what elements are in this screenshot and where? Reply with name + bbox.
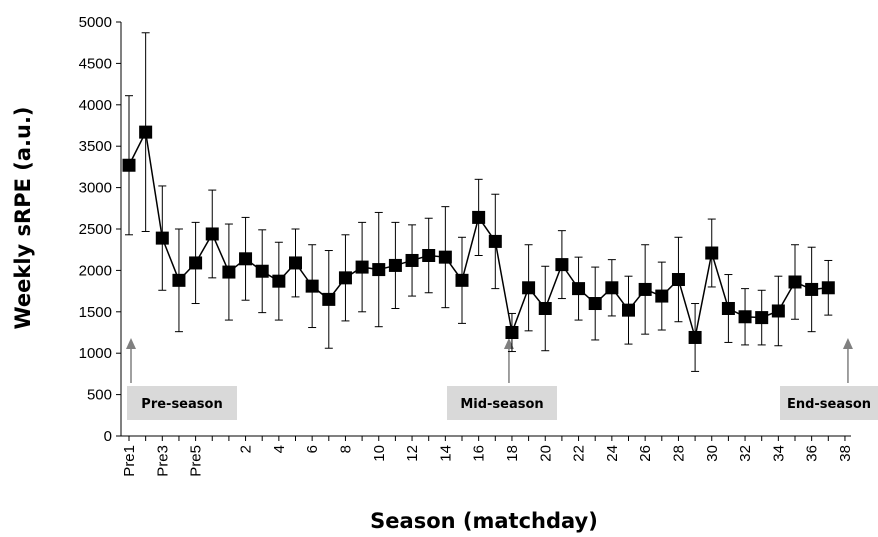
data-point — [388, 258, 402, 272]
y-tick-label: 3500 — [79, 138, 112, 155]
data-point — [755, 311, 769, 325]
annotation-label: End-season — [787, 397, 871, 412]
y-tick-label: 1000 — [79, 345, 112, 362]
data-point — [189, 256, 203, 270]
data-point — [622, 303, 635, 317]
data-point — [538, 301, 552, 315]
data-point — [705, 246, 719, 260]
data-point — [305, 279, 319, 293]
x-tick-label: 4 — [271, 445, 288, 453]
x-tick-label: 10 — [371, 445, 388, 462]
error-bars — [125, 32, 833, 372]
x-tick-label: 12 — [404, 445, 421, 462]
x-tick-label: 8 — [337, 445, 354, 453]
data-point — [821, 281, 835, 295]
x-tick-label: Pre3 — [154, 445, 171, 477]
x-tick-label: 2 — [238, 445, 255, 453]
data-point — [771, 304, 785, 318]
data-point — [172, 273, 186, 287]
data-point — [205, 227, 219, 241]
x-tick-label: Pre1 — [121, 445, 138, 477]
x-tick-label: 30 — [704, 445, 721, 462]
x-tick-label: 6 — [304, 445, 321, 453]
data-point — [122, 158, 136, 172]
annotation-box — [127, 386, 237, 420]
data-point — [805, 282, 819, 296]
annotation-arrow-head — [842, 338, 853, 349]
x-tick-label: 36 — [804, 445, 821, 462]
data-point — [605, 281, 619, 295]
data-point — [255, 264, 269, 278]
y-tick-label: 2500 — [79, 221, 112, 238]
data-point — [721, 301, 735, 315]
annotation-box — [447, 386, 557, 420]
x-tick-label: 28 — [670, 445, 687, 462]
data-point — [322, 292, 336, 306]
x-tick-label: 18 — [504, 445, 521, 462]
data-point — [139, 125, 153, 139]
annotation-label: Mid-season — [460, 397, 543, 412]
annotation-arrow-head — [126, 338, 136, 349]
data-point — [239, 252, 253, 266]
y-tick-label: 5000 — [79, 14, 112, 31]
annotation-box — [780, 386, 878, 420]
y-tick-label: 0 — [104, 428, 112, 445]
x-tick-label: 20 — [537, 445, 554, 462]
y-axis-ticks: 0 500 1000 1500 2000 2500 3000 3500 4000 4500 5000 — [79, 14, 121, 445]
x-tick-label: 26 — [637, 445, 654, 462]
data-point — [338, 271, 352, 285]
data-point — [638, 282, 652, 296]
data-point — [788, 275, 802, 289]
annotation-label: Pre-season — [141, 397, 222, 412]
data-point — [272, 274, 286, 288]
x-tick-label: 32 — [737, 445, 754, 462]
data-point — [355, 260, 369, 274]
data-point — [505, 326, 519, 339]
data-point — [572, 282, 586, 296]
data-point — [522, 281, 536, 295]
data-point — [422, 248, 436, 262]
data-point — [405, 253, 419, 267]
data-point — [472, 210, 486, 224]
x-tick-label: 34 — [770, 445, 787, 462]
data-point — [455, 273, 469, 287]
data-point — [738, 310, 752, 324]
y-axis-title-group: Weekly sRPE (a.u.) — [11, 106, 35, 329]
x-axis-title: Season (matchday) — [370, 509, 598, 533]
x-tick-label: 22 — [571, 445, 588, 462]
data-point — [488, 234, 502, 248]
data-point — [155, 231, 169, 245]
x-tick-label: 24 — [604, 445, 621, 462]
annotations: Pre-season Mid-season End-season — [126, 338, 878, 420]
y-tick-label: 4500 — [79, 55, 112, 72]
y-tick-label: 3000 — [79, 180, 112, 197]
y-tick-label: 500 — [87, 387, 112, 404]
data-point — [555, 258, 569, 272]
y-tick-label: 2000 — [79, 262, 112, 279]
data-point — [588, 297, 602, 311]
data-point — [289, 256, 302, 270]
x-tick-label: Pre5 — [188, 445, 205, 477]
x-tick-label: 14 — [437, 445, 454, 462]
y-tick-label: 4000 — [79, 97, 112, 114]
data-point — [372, 263, 386, 277]
x-tick-label: 38 — [837, 445, 854, 462]
data-point — [222, 265, 236, 279]
x-axis-ticks: Pre1 Pre3 Pre5 2 4 6 8 10 12 14 16 18 20 22 24 26 28 30 32… — [121, 436, 854, 477]
data-markers — [122, 125, 835, 344]
x-tick-label: 16 — [471, 445, 488, 462]
data-point — [655, 289, 669, 303]
y-axis-title: Weekly sRPE (a.u.) — [11, 106, 35, 329]
data-point — [438, 250, 452, 264]
data-point — [671, 273, 685, 287]
y-tick-label: 1500 — [79, 304, 112, 321]
data-point — [688, 330, 702, 344]
